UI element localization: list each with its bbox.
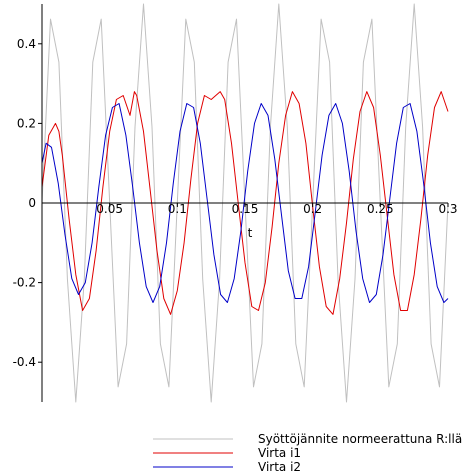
x-tick-label: 0.05 [96,202,123,216]
y-tick-label: 0 [28,196,36,210]
y-tick-label: -0.2 [13,276,36,290]
x-tick-label: 0.1 [168,202,187,216]
y-ticks: 0.4 0.2 0 -0.2 -0.4 [13,37,42,369]
x-tick-label: 0.3 [438,202,457,216]
x-ticks: 0.05 0.1 0.15 0.2 0.25 0.3 [96,202,457,216]
legend-label-1: Syöttöjännite normeerattuna R:llä [258,432,462,446]
legend-label-2: Virta i1 [258,446,301,460]
x-tick-label: 0.25 [367,202,394,216]
x-axis-label: t [248,226,253,240]
x-tick-label: 0.15 [232,202,259,216]
series-line-3 [41,103,449,303]
y-tick-label: -0.4 [13,355,36,369]
y-tick-label: 0.4 [17,37,36,51]
x-tick-label: 0.2 [303,202,322,216]
axes: 0.05 0.1 0.15 0.2 0.25 0.3 0.4 0.2 0 -0.2 -0.4 t [13,4,458,402]
legend-label-3: Virta i2 [258,460,301,474]
y-tick-label: 0.2 [17,116,36,130]
